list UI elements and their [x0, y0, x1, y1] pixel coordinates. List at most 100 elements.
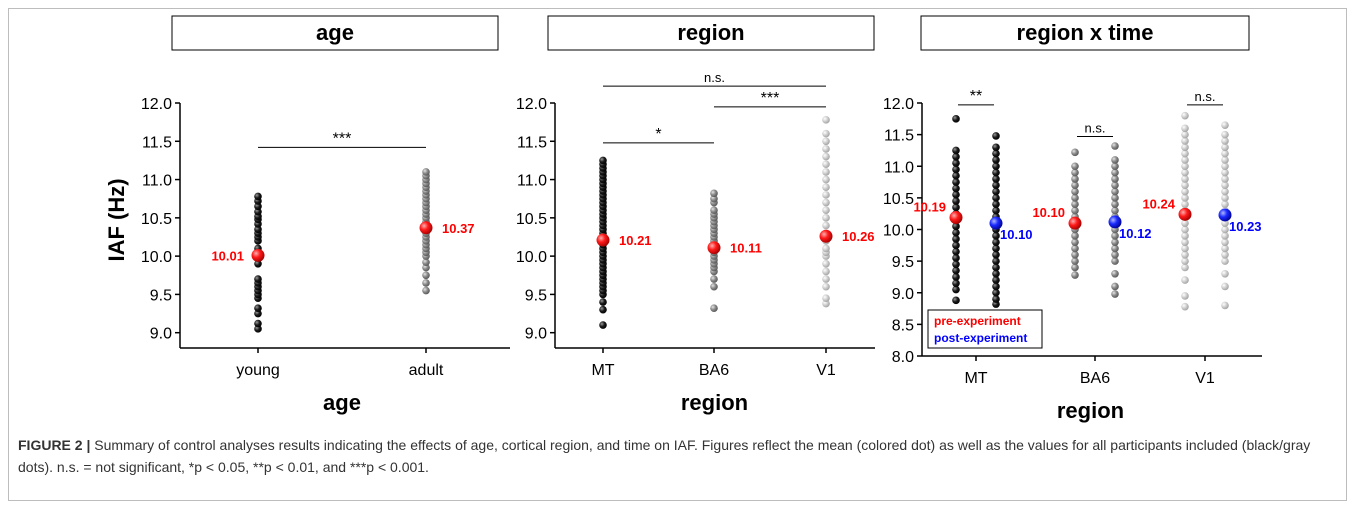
data-point-post-v1: [1221, 181, 1229, 190]
data-point-pre-v1: [1181, 168, 1189, 177]
data-point-pre-v1: [1181, 137, 1189, 145]
data-point-v1: [822, 221, 830, 230]
panel-title-box-region: [547, 15, 875, 51]
data-point-v1: [822, 244, 830, 253]
data-point-post-mt: [992, 295, 1000, 303]
data-point-pre-v1: [1181, 181, 1189, 190]
data-point-post-mt: [992, 251, 1000, 259]
data-point-post-v1: [1221, 251, 1229, 259]
data-point-pre-v1: [1181, 143, 1189, 152]
data-point-v1: [822, 152, 830, 161]
data-point-pre-ba6: [1071, 238, 1079, 246]
data-point-post-v1: [1221, 238, 1229, 246]
data-point-pre-mt: [952, 184, 960, 193]
data-point-pre-v1: [1181, 302, 1189, 311]
data-point-pre-v1: [1181, 200, 1189, 208]
y-tick-label: 9.5: [892, 254, 914, 271]
data-point-post-mt: [992, 132, 1000, 140]
data-point-pre-ba6: [1071, 162, 1079, 171]
data-point-pre-v1: [1181, 263, 1189, 272]
data-point-pre-v1: [1181, 111, 1189, 120]
data-point-v1: [822, 299, 830, 308]
data-point-v1: [822, 137, 830, 146]
data-point-v1: [822, 160, 830, 169]
data-point-ba6: [710, 275, 718, 283]
data-point-pre-v1: [1181, 276, 1189, 284]
significance-label: ***: [761, 90, 780, 107]
data-point-v1: [822, 206, 830, 214]
x-tick-label: BA6: [1080, 370, 1110, 387]
mean-label-young: 10.01: [211, 248, 244, 263]
data-point-adult: [422, 271, 430, 280]
x-tick-label: V1: [816, 362, 836, 379]
mean-point-ba6: [707, 241, 721, 255]
data-point-pre-mt: [952, 279, 960, 288]
data-point-adult: [422, 279, 430, 287]
y-tick-label: 10.5: [516, 211, 547, 228]
y-tick-label: 9.0: [150, 326, 172, 343]
mean-point-post-v1: [1218, 208, 1232, 222]
data-point-young: [254, 207, 262, 216]
data-point-v1: [822, 129, 830, 138]
x-tick-label: young: [236, 362, 280, 379]
data-point-post-v1: [1221, 149, 1229, 158]
data-point-young: [254, 192, 262, 201]
data-point-ba6: [710, 194, 718, 203]
x-tick-label: adult: [409, 362, 444, 379]
data-point-pre-v1: [1181, 292, 1189, 300]
significance-label: n.s.: [1085, 121, 1106, 136]
mean-point-pre-v1: [1178, 207, 1192, 221]
data-point-post-ba6: [1111, 244, 1119, 253]
panel-title-region: region: [677, 20, 744, 45]
data-point-post-v1: [1221, 282, 1229, 291]
data-point-pre-v1: [1181, 219, 1189, 227]
caption-figure-label: FIGURE 2 |: [18, 437, 91, 453]
data-point-young: [254, 202, 262, 211]
data-point-post-v1: [1221, 244, 1229, 253]
data-point-post-ba6: [1111, 200, 1119, 208]
x-tick-label: V1: [1195, 370, 1215, 387]
data-point-pre-v1: [1181, 130, 1189, 139]
x-tick-label: MT: [964, 370, 987, 387]
data-point-adult: [422, 263, 430, 272]
significance-label: *: [655, 126, 661, 143]
y-tick-label: 12.0: [516, 96, 547, 113]
y-tick-label: 12.0: [141, 96, 172, 113]
data-point-young: [254, 304, 262, 312]
data-point-pre-ba6: [1071, 200, 1079, 208]
data-point-post-ba6: [1111, 206, 1119, 215]
y-tick-label: 11.5: [884, 128, 914, 145]
data-point-pre-mt: [952, 165, 960, 174]
data-point-post-mt: [992, 238, 1000, 246]
mean-label-mt: 10.21: [619, 233, 652, 248]
figure-charts: age region region x time IAF (Hz) pre-ex…: [104, 15, 1262, 423]
data-point-pre-ba6: [1071, 175, 1079, 183]
data-point-post-v1: [1221, 162, 1229, 171]
mean-label-post-ba6: 10.12: [1119, 226, 1152, 241]
data-point-ba6: [710, 206, 718, 214]
mean-label-v1: 10.26: [842, 229, 875, 244]
data-point-post-mt: [992, 156, 1000, 164]
data-point-post-mt: [992, 232, 1000, 240]
data-point-post-mt: [992, 168, 1000, 177]
panel-title-age: age: [316, 20, 354, 45]
y-tick-label: 11.5: [142, 134, 172, 151]
data-point-v1: [822, 198, 830, 207]
mean-point-post-mt: [989, 216, 1003, 230]
data-point-post-ba6: [1111, 187, 1119, 196]
data-point-post-v1: [1221, 269, 1229, 278]
mean-point-v1: [819, 229, 833, 243]
data-point-post-v1: [1221, 187, 1229, 196]
data-point-post-mt: [992, 269, 1000, 278]
legend-pre: pre-experiment: [934, 314, 1021, 328]
data-point-ba6: [710, 282, 718, 291]
panel-title-box-region-time: [920, 15, 1250, 51]
y-tick-label: 8.0: [892, 349, 914, 366]
mean-point-post-ba6: [1108, 215, 1122, 229]
data-point-post-mt: [992, 194, 1000, 202]
data-point-post-mt: [992, 263, 1000, 272]
x-tick-label: MT: [591, 362, 614, 379]
mean-point-adult: [419, 221, 433, 235]
data-point-post-ba6: [1111, 168, 1119, 177]
data-point-pre-mt: [952, 266, 960, 275]
